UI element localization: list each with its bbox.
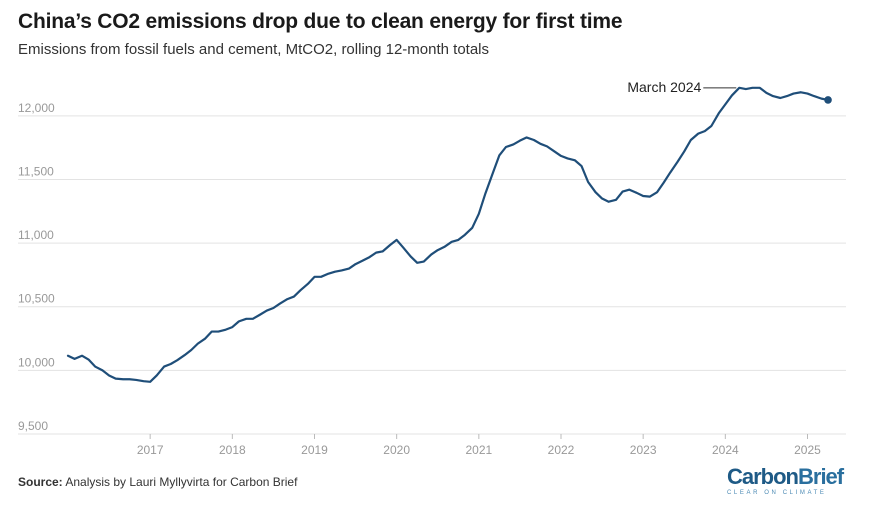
emissions-series-line — [66, 86, 830, 383]
latest-point-marker — [824, 96, 832, 104]
annotation-label: March 2024 — [627, 79, 701, 95]
x-tick-label: 2022 — [548, 443, 575, 457]
gridlines — [18, 115, 846, 435]
y-axis-ticks: 9,500 10,000 10,500 11,000 11,500 12,000 — [18, 101, 55, 433]
annotation-layer: March 2024 — [627, 79, 737, 95]
source-label: Source: — [18, 475, 63, 489]
x-tick-label: 2023 — [630, 443, 657, 457]
y-tick-label: 10,000 — [18, 355, 55, 369]
x-tick-label: 2018 — [219, 443, 246, 457]
chart-subtitle: Emissions from fossil fuels and cement, … — [18, 41, 490, 58]
x-axis-ticks: 2017 2018 2019 2020 2021 2022 2023 2024 2025 — [137, 434, 821, 457]
source-note: Source: Analysis by Lauri Myllyvirta for… — [18, 475, 297, 489]
logo-wordmark: CarbonBrief — [727, 466, 849, 488]
logo-tagline: CLEAR ON CLIMATE — [727, 490, 827, 496]
x-tick-label: 2020 — [383, 443, 410, 457]
y-tick-label: 10,500 — [18, 292, 55, 306]
chart-title: China’s CO2 emissions drop due to clean … — [18, 10, 623, 33]
y-tick-label: 9,500 — [18, 419, 48, 433]
x-tick-label: 2021 — [465, 443, 492, 457]
carbon-brief-logo: CarbonBrief CLEAR ON CLIMATE — [727, 466, 849, 502]
y-tick-label: 11,500 — [18, 164, 54, 178]
y-tick-label: 12,000 — [18, 101, 55, 115]
source-text: Analysis by Lauri Myllyvirta for Carbon … — [65, 475, 298, 489]
x-tick-label: 2025 — [794, 443, 821, 457]
x-tick-label: 2017 — [137, 443, 164, 457]
x-tick-label: 2024 — [712, 443, 739, 457]
y-tick-label: 11,000 — [18, 228, 54, 242]
logo-word-brief: Brief — [798, 464, 844, 489]
x-tick-label: 2019 — [301, 443, 328, 457]
series-layer — [66, 86, 832, 383]
logo-word-carbon: Carbon — [727, 464, 799, 489]
